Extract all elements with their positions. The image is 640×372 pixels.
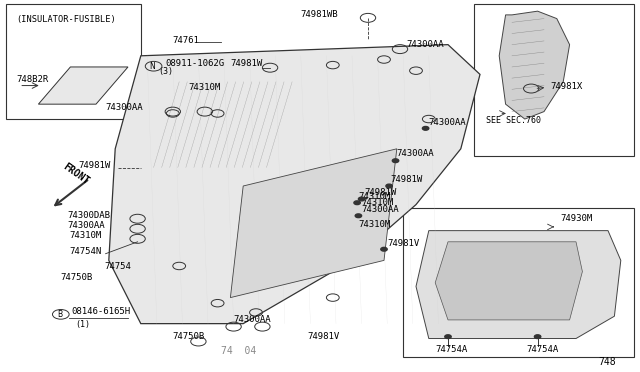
Polygon shape [109, 45, 480, 324]
Text: 74981W: 74981W [390, 175, 422, 184]
Text: (3): (3) [158, 67, 173, 76]
Text: SEE SEC.760: SEE SEC.760 [486, 116, 541, 125]
Text: 74750B: 74750B [61, 273, 93, 282]
Circle shape [354, 201, 360, 205]
Text: 74310M: 74310M [362, 198, 394, 207]
Text: 748: 748 [598, 356, 616, 366]
Text: 74754N: 74754N [69, 247, 101, 256]
Text: (1): (1) [76, 320, 90, 329]
Text: 74300AA: 74300AA [362, 205, 399, 214]
Text: 74754A: 74754A [435, 344, 467, 353]
Text: 74310M: 74310M [358, 192, 390, 201]
Text: 74300AA: 74300AA [406, 39, 444, 48]
Polygon shape [230, 149, 397, 298]
Text: 74761: 74761 [173, 36, 200, 45]
Text: 74981WB: 74981WB [301, 10, 339, 19]
Text: FRONT: FRONT [61, 161, 91, 186]
Text: 74310M: 74310M [358, 220, 390, 229]
Circle shape [392, 159, 399, 163]
Text: N: N [150, 62, 155, 71]
Text: 74300DAB: 74300DAB [67, 211, 110, 219]
Text: 08911-1062G: 08911-1062G [165, 59, 224, 68]
Circle shape [534, 335, 541, 339]
Circle shape [355, 214, 362, 218]
Text: 748B2R: 748B2R [16, 75, 48, 84]
Text: 74981W: 74981W [230, 59, 262, 68]
Text: 74981W: 74981W [78, 161, 110, 170]
Text: 74981V: 74981V [307, 331, 339, 340]
Circle shape [445, 335, 451, 339]
Text: 74300AA: 74300AA [397, 149, 435, 158]
Circle shape [422, 126, 429, 130]
Text: 74300AA: 74300AA [106, 103, 143, 112]
Polygon shape [416, 231, 621, 339]
Text: 74930M: 74930M [560, 214, 592, 223]
Text: 74300AA: 74300AA [67, 221, 105, 230]
Text: 74754: 74754 [104, 262, 131, 270]
Text: 74750B: 74750B [173, 331, 205, 340]
Circle shape [381, 247, 387, 251]
Text: (INSULATOR-FUSIBLE): (INSULATOR-FUSIBLE) [16, 15, 116, 24]
Polygon shape [38, 67, 128, 104]
Text: 74300AA: 74300AA [429, 118, 467, 126]
Text: 74754A: 74754A [526, 344, 558, 353]
Circle shape [386, 184, 392, 188]
Polygon shape [499, 11, 570, 119]
Text: 74  04: 74 04 [221, 346, 256, 356]
Text: 74310M: 74310M [189, 83, 221, 92]
Text: 74300AA: 74300AA [234, 315, 271, 324]
Text: 74981W: 74981W [365, 188, 397, 197]
Text: 74310M: 74310M [69, 231, 101, 240]
Text: B: B [57, 310, 62, 319]
Circle shape [358, 197, 365, 201]
Text: 08146-6165H: 08146-6165H [72, 307, 131, 316]
Polygon shape [435, 242, 582, 320]
Text: 74981V: 74981V [387, 238, 419, 247]
Text: 74981X: 74981X [550, 82, 582, 91]
